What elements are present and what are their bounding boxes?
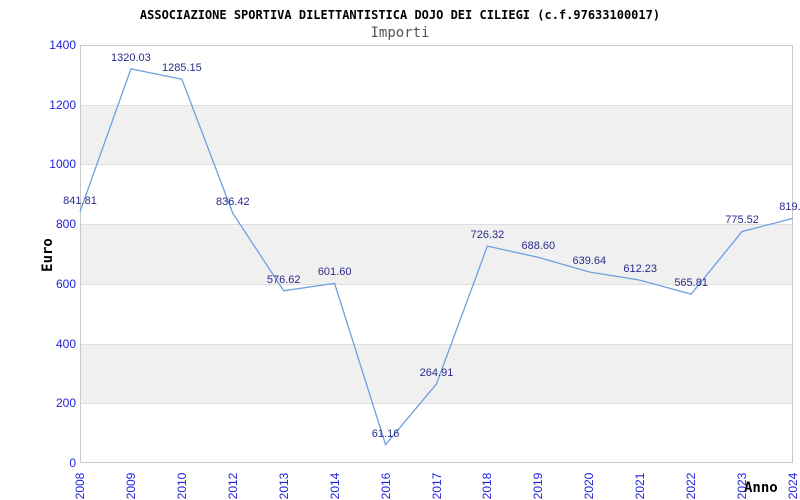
gridline [81, 104, 792, 106]
x-tick-label: 2023 [735, 472, 750, 500]
x-tick-label: 2014 [327, 472, 342, 500]
y-tick-label: 800 [55, 217, 76, 232]
data-label: 775.52 [725, 214, 759, 227]
plot-area [80, 45, 793, 463]
data-label: 1320.03 [111, 51, 151, 64]
data-label: 688.60 [521, 240, 556, 253]
y-tick-label: 1400 [49, 38, 76, 52]
x-tick-label: 2017 [429, 472, 444, 500]
x-tick-label: 2009 [123, 472, 138, 500]
y-tick-label: 0 [69, 456, 76, 470]
x-tick-label: 2013 [276, 472, 291, 500]
data-label: 726.32 [470, 229, 505, 242]
x-tick-label: 2019 [531, 472, 546, 500]
x-tick-label: 2022 [684, 472, 699, 500]
data-label: 264.91 [419, 366, 454, 379]
data-label: 836.42 [215, 196, 250, 209]
chart-subtitle: Importi [370, 25, 430, 41]
data-label: 1285.15 [161, 62, 202, 75]
x-tick-label: 2021 [633, 472, 648, 500]
x-axis-label: Anno [744, 480, 778, 496]
band [81, 104, 792, 165]
x-tick-label: 2008 [73, 472, 87, 500]
data-label: 61.16 [371, 427, 400, 440]
y-tick-label: 1000 [49, 157, 76, 172]
y-tick-label: 400 [55, 336, 76, 351]
y-tick-label: 600 [55, 276, 76, 291]
x-tick-label: 2020 [582, 472, 597, 500]
data-label: 639.64 [572, 255, 607, 268]
y-tick-label: 1200 [49, 97, 76, 112]
gridline [81, 164, 792, 166]
y-tick-label: 200 [55, 396, 76, 411]
data-label: 565.81 [674, 277, 708, 290]
chart-title: ASSOCIAZIONE SPORTIVA DILETTANTISTICA DO… [139, 8, 661, 22]
x-tick-label: 2016 [378, 472, 393, 500]
x-tick-label: 2010 [174, 472, 189, 500]
x-tick-label: 2024 [786, 472, 800, 500]
data-label: 612.23 [623, 263, 658, 276]
x-tick-label: 2018 [480, 472, 495, 500]
x-tick-label: 2012 [225, 472, 240, 500]
data-label: 576.62 [266, 273, 301, 286]
data-label: 841.81 [63, 194, 97, 207]
data-label: 819.4 [779, 201, 800, 214]
data-label: 601.60 [317, 266, 352, 279]
gridline [81, 343, 792, 345]
gridline [81, 403, 792, 405]
y-axis-label: Euro [40, 238, 56, 272]
